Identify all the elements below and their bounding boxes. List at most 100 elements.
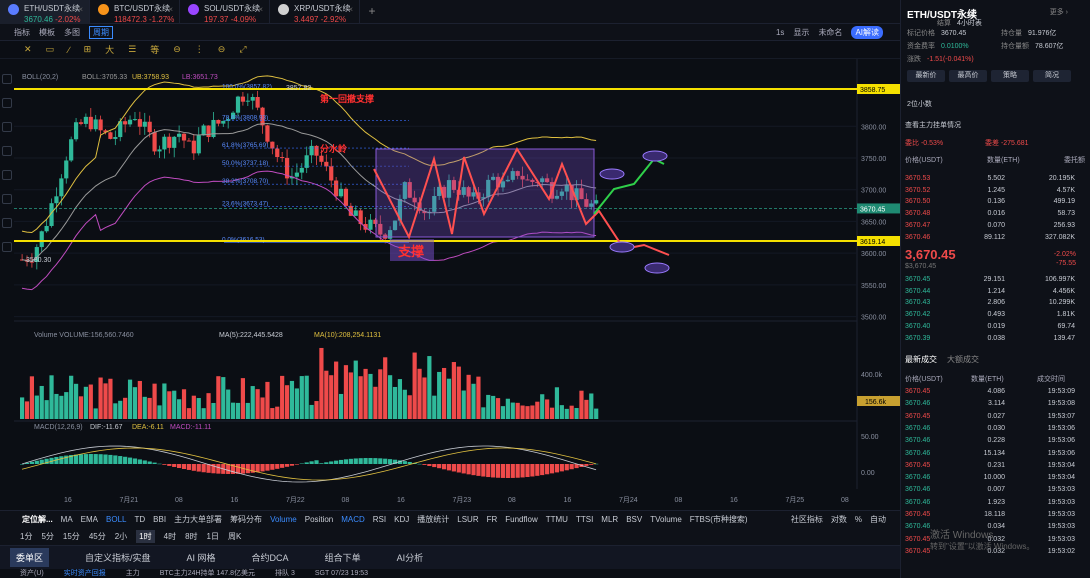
draw-tool-icon[interactable]: ⋮ [194, 44, 204, 54]
close-icon[interactable]: × [348, 5, 353, 14]
indicator-right-item[interactable]: 对数 [830, 514, 847, 524]
ob-row[interactable]: 3670.48 0.016 58.73 [905, 208, 1075, 219]
fib-icon[interactable] [2, 122, 12, 132]
text-icon[interactable] [2, 170, 12, 180]
indicator-item[interactable]: TTMU [545, 514, 568, 524]
period-item[interactable]: 45分 [88, 531, 106, 541]
ob-title[interactable]: 查看主力挂单情况 [905, 122, 961, 129]
indicator-item[interactable]: FR [486, 514, 498, 524]
precision-select[interactable]: 2位小数 [907, 101, 932, 108]
indicator-item[interactable]: 播放统计 [417, 514, 450, 524]
period-item[interactable]: 8时 [185, 531, 198, 541]
indicator-item[interactable]: Fundflow [505, 514, 538, 524]
period-item[interactable]: 5分 [41, 531, 54, 541]
panel-button[interactable]: 策略 [991, 70, 1029, 82]
draw-tool-icon[interactable]: ▭ [45, 44, 55, 54]
kline-chart[interactable]: 3800.00 3750.00 3700.00 3650.00 3600.00 3550.… [14, 59, 900, 510]
trade-tab[interactable]: 最新成交 [905, 355, 937, 364]
ob-row[interactable]: 3670.45 4.086 19:53:09 [905, 386, 1075, 397]
period-item[interactable]: 15分 [62, 531, 80, 541]
ob-row[interactable]: 3670.53 5.502 20.195K [905, 173, 1075, 184]
close-icon[interactable]: × [258, 5, 263, 14]
ob-row[interactable]: 3670.50 0.136 499.19 [905, 196, 1075, 207]
draw-tool-icon[interactable]: 大 [105, 45, 115, 55]
toolbar-item[interactable]: 多图 [64, 27, 80, 37]
ob-row[interactable]: 3670.42 0.493 1.81K [905, 309, 1075, 320]
draw-tool-icon[interactable]: ☰ [128, 44, 137, 54]
indicator-item[interactable]: RSI [372, 514, 387, 524]
ob-row[interactable]: 3670.46 1.923 19:53:03 [905, 497, 1075, 508]
panel-button[interactable]: 最新价 [907, 70, 945, 82]
ob-row[interactable]: 3670.46 10.000 19:53:04 [905, 472, 1075, 483]
indicator-item[interactable]: MA [60, 514, 73, 524]
magnet-icon[interactable] [2, 218, 12, 228]
ob-row[interactable]: 3670.40 0.019 69.74 [905, 321, 1075, 332]
ob-row[interactable]: 3670.39 0.038 139.47 [905, 333, 1075, 344]
toolbar-right-item[interactable]: 1s [775, 27, 785, 37]
ob-row[interactable]: 3670.44 1.214 4.456K [905, 286, 1075, 297]
indicator-item[interactable]: TD [134, 514, 146, 524]
symbol-tab[interactable]: SOL/USDT永续 197.37 -4.09% × [180, 0, 270, 24]
indicator-right-item[interactable]: 自动 [870, 514, 886, 524]
draw-tool-icon[interactable]: 等 [150, 45, 160, 55]
crosshair-icon[interactable] [2, 74, 12, 84]
ob-row[interactable]: 3670.46 0.030 19:53:06 [905, 423, 1075, 434]
indicator-item[interactable]: 定位解... [22, 514, 53, 524]
indicator-item[interactable]: TTSI [575, 514, 594, 524]
ruler-icon[interactable] [2, 194, 12, 204]
ob-row[interactable]: 3670.45 29.151 106.997K [905, 274, 1075, 285]
indicator-item[interactable]: EMA [80, 514, 99, 524]
ob-row[interactable]: 3670.46 89.112 327.082K [905, 232, 1075, 243]
indicator-item[interactable]: FTBS(市种搜索) [689, 514, 748, 524]
indicator-item[interactable]: MACD [341, 514, 365, 524]
draw-tool-icon[interactable]: ⊖ [173, 44, 181, 54]
brush-icon[interactable] [2, 146, 12, 156]
draw-tool-icon[interactable]: ⊖ [217, 44, 226, 54]
period-item[interactable]: 1分 [20, 531, 33, 541]
trade-tab[interactable]: 大额成交 [947, 355, 979, 364]
ob-row[interactable]: 3670.47 0.070 256.93 [905, 220, 1075, 231]
symbol-tab[interactable]: XRP/USDT永续 3.4497 -2.92% × [270, 0, 360, 24]
module-tab[interactable]: 自定义指标/实盘 [85, 553, 151, 563]
symbol-tab[interactable]: BTC/USDT永续 118472.3 -1.27% × [90, 0, 180, 24]
period-item[interactable]: 1时 [136, 529, 155, 543]
indicator-item[interactable]: Volume [270, 514, 297, 524]
more-link[interactable]: 更多 › [1049, 9, 1068, 16]
toolbar-right-item[interactable]: 未命名 [818, 27, 843, 37]
ob-row[interactable]: 3670.45 0.027 19:53:07 [905, 411, 1075, 422]
period-item[interactable]: 周K [227, 531, 242, 541]
draw-tool-icon[interactable]: ✕ [24, 44, 32, 54]
period-item[interactable]: 1日 [206, 531, 219, 541]
period-item[interactable]: 2小 [114, 531, 128, 541]
ob-row[interactable]: 3670.45 0.231 19:53:04 [905, 460, 1075, 471]
panel-button[interactable]: 最高价 [949, 70, 987, 82]
draw-tool-icon[interactable]: ∕ [68, 44, 70, 55]
toolbar-right-item[interactable]: AI解读 [851, 25, 883, 39]
close-icon[interactable]: × [168, 5, 173, 14]
indicator-item[interactable]: BOLL [106, 514, 127, 524]
trendline-icon[interactable] [2, 98, 12, 108]
indicator-item[interactable]: Position [304, 514, 334, 524]
module-tab[interactable]: 委单区 [10, 548, 50, 567]
indicator-right-item[interactable]: 社区指标 [790, 514, 823, 524]
module-tab[interactable]: 组合下单 [324, 553, 361, 563]
toolbar-right-item[interactable]: 显示 [793, 27, 810, 37]
draw-tool-icon[interactable]: ⤢ [239, 44, 247, 54]
module-tab[interactable]: 合约DCA [251, 553, 289, 563]
indicator-item[interactable]: TVolume [650, 514, 682, 524]
indicator-item[interactable]: MLR [601, 514, 619, 524]
toolbar-item[interactable]: 周期 [89, 25, 113, 39]
toolbar-item[interactable]: 指标 [14, 27, 30, 37]
ob-row[interactable]: 3670.45 0.032 19:53:02 [905, 546, 1075, 557]
ob-row[interactable]: 3670.46 3.114 19:53:08 [905, 398, 1075, 409]
period-item[interactable]: 4时 [163, 531, 177, 541]
ob-row[interactable]: 3670.46 15.134 19:53:06 [905, 448, 1075, 459]
panel-button[interactable]: 简况 [1033, 70, 1071, 82]
ob-row[interactable]: 3670.46 0.007 19:53:03 [905, 484, 1075, 495]
module-tab[interactable]: AI分析 [396, 553, 424, 563]
indicator-item[interactable]: KDJ [394, 514, 410, 524]
indicator-right-item[interactable]: % [854, 514, 862, 524]
draw-tool-icon[interactable]: ⊞ [83, 44, 92, 54]
module-tab[interactable]: AI 网格 [186, 553, 216, 563]
indicator-item[interactable]: BSV [626, 514, 643, 524]
